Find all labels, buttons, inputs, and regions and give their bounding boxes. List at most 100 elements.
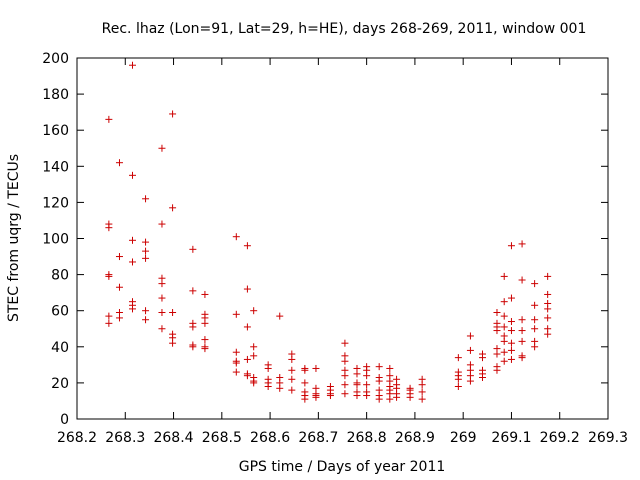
data-point — [115, 159, 123, 167]
data-point — [142, 316, 150, 324]
data-point — [288, 386, 296, 394]
data-point — [466, 332, 474, 340]
data-point — [500, 312, 508, 320]
data-point — [493, 309, 501, 317]
data-point — [507, 339, 515, 347]
data-point — [363, 381, 371, 389]
data-point — [518, 240, 526, 248]
data-point — [129, 258, 137, 266]
data-point — [466, 346, 474, 354]
x-tick-label: 268.6 — [250, 430, 290, 446]
data-point — [243, 355, 251, 363]
data-point — [105, 272, 113, 280]
data-point — [518, 337, 526, 345]
data-point — [531, 301, 539, 309]
y-tick-label: 200 — [42, 51, 69, 67]
y-tick-label: 80 — [51, 268, 69, 284]
data-point — [301, 395, 309, 403]
data-point — [507, 294, 515, 302]
data-point — [478, 354, 486, 362]
data-point — [341, 339, 349, 347]
x-tick-label: 268.4 — [153, 430, 193, 446]
data-point — [500, 323, 508, 331]
data-point — [201, 290, 209, 298]
data-point — [129, 61, 137, 69]
data-point — [201, 345, 209, 353]
data-point — [105, 224, 113, 232]
data-point — [518, 276, 526, 284]
x-tick-label: 268.7 — [298, 430, 338, 446]
data-point — [341, 390, 349, 398]
data-point — [276, 312, 284, 320]
data-point — [454, 354, 462, 362]
data-point — [507, 318, 515, 326]
data-point — [507, 346, 515, 354]
data-point — [386, 395, 394, 403]
data-point — [493, 350, 501, 358]
data-point — [500, 348, 508, 356]
data-point — [158, 309, 166, 317]
data-point — [544, 314, 552, 322]
x-axis-title: GPS time / Days of year 2011 — [239, 459, 446, 475]
x-tick-label: 268.3 — [105, 430, 145, 446]
y-axis-title: STEC from uqrg / TECUs — [6, 154, 22, 322]
y-tick-label: 0 — [60, 412, 69, 428]
data-point — [466, 377, 474, 385]
data-point — [115, 314, 123, 322]
data-point — [518, 316, 526, 324]
data-point — [169, 309, 177, 317]
data-point — [169, 339, 177, 347]
data-point — [507, 355, 515, 363]
data-point — [544, 290, 552, 298]
data-point — [250, 352, 258, 360]
x-tick-label: 268.9 — [395, 430, 435, 446]
data-point — [418, 381, 426, 389]
data-point — [418, 388, 426, 396]
plot-area-frame — [76, 57, 609, 420]
x-tick-label: 269 — [450, 430, 477, 446]
x-axis: 268.2 268.3 268.4 268.5 268.6 268.7 268.8 268.9… — [57, 58, 628, 446]
data-point — [544, 305, 552, 313]
data-point — [341, 357, 349, 365]
y-tick-label: 60 — [51, 304, 69, 320]
y-axis: 0 20 40 60 80 100 120 140 160 180 200 — [42, 51, 608, 428]
x-tick-label: 268.2 — [57, 430, 97, 446]
data-point — [301, 366, 309, 374]
y-tick-label: 180 — [42, 87, 69, 103]
data-point — [232, 359, 240, 367]
data-point — [232, 368, 240, 376]
data-point — [507, 242, 515, 250]
y-tick-label: 20 — [51, 376, 69, 392]
data-point — [341, 381, 349, 389]
data-point — [531, 343, 539, 351]
data-point — [386, 364, 394, 372]
data-point — [142, 307, 150, 315]
data-point — [544, 272, 552, 280]
x-tick-label: 268.5 — [202, 430, 242, 446]
data-point — [531, 316, 539, 324]
data-point — [243, 285, 251, 293]
data-point — [201, 319, 209, 327]
data-point — [276, 384, 284, 392]
data-point — [544, 330, 552, 338]
data-point — [243, 323, 251, 331]
data-point — [393, 393, 401, 401]
data-point — [232, 348, 240, 356]
data-points — [105, 61, 552, 403]
data-point — [500, 272, 508, 280]
data-point — [363, 372, 371, 380]
data-point — [105, 312, 113, 320]
data-point — [189, 245, 197, 253]
data-point — [169, 204, 177, 212]
data-point — [406, 393, 414, 401]
data-point — [375, 395, 383, 403]
data-point — [158, 325, 166, 333]
y-tick-label: 140 — [42, 159, 69, 175]
data-point — [493, 327, 501, 335]
data-point — [518, 354, 526, 362]
data-point — [312, 393, 320, 401]
data-point — [518, 327, 526, 335]
data-point — [353, 370, 361, 378]
data-point — [454, 375, 462, 383]
data-point — [201, 336, 209, 344]
